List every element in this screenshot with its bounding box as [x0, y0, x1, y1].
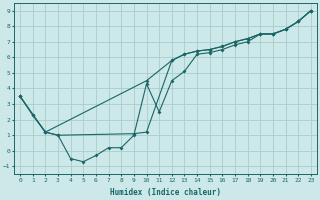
X-axis label: Humidex (Indice chaleur): Humidex (Indice chaleur) — [110, 188, 221, 197]
